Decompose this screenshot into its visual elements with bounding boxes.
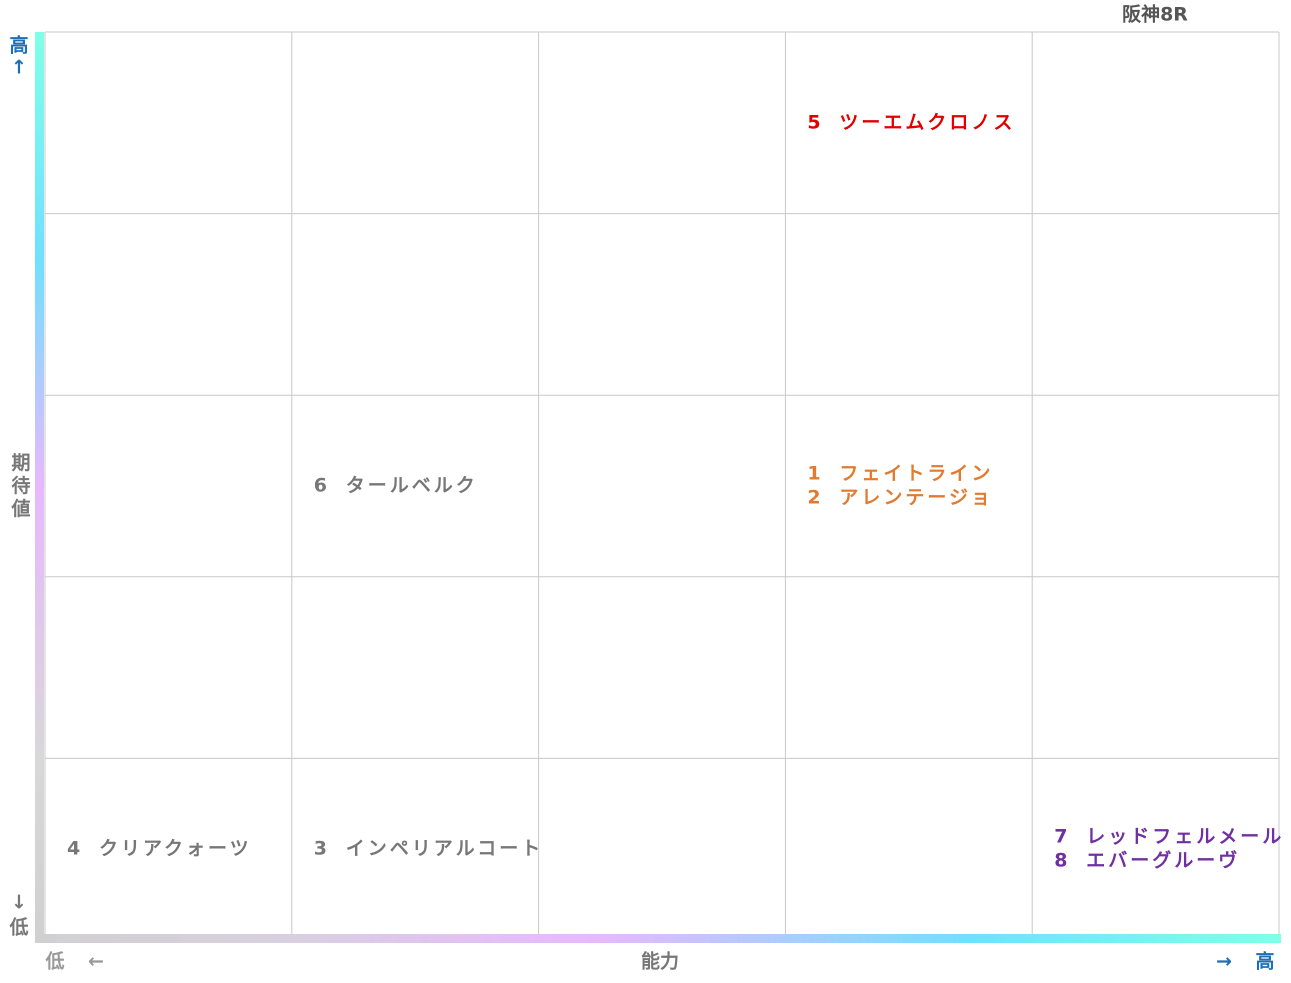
y-label: 期待値 [9,452,32,521]
x-low: 低 [44,950,64,973]
horse-number: 8 [1054,850,1067,872]
horse-name: レッドフェルメール [1086,826,1284,848]
horse-name: タールベルク [346,475,478,497]
horse-number: 5 [807,111,820,133]
y-high: 高 [9,34,28,57]
title: 阪神8R [1122,3,1188,26]
grid [44,31,1280,941]
horse-number: 2 [807,487,820,509]
horse-number: 4 [67,838,80,860]
horse-number: 3 [314,838,327,860]
x-right-arrow: → [1216,951,1232,973]
horse-number: 6 [314,475,327,497]
y-low: 低 [8,916,28,939]
horse-name: エバーグルーヴ [1086,849,1240,872]
x-label: 能力 [641,950,679,973]
horse-name: フェイトライン [839,463,993,485]
horse-name: ツーエムクロノス [839,111,1015,133]
x-left-arrow: ← [88,951,104,973]
horse-name: アレンテージョ [839,487,993,509]
horse-number: 1 [807,463,820,485]
horse-name: クリアクォーツ [99,838,252,860]
y-axis-bar [35,32,44,943]
y-up-arrow: ↑ [11,57,27,79]
x-axis-bar [35,934,1281,943]
y-down-arrow: ↓ [11,892,27,914]
x-high: 高 [1255,950,1274,973]
horse-number: 7 [1054,826,1067,848]
horse-name: インペリアルコート [346,838,543,860]
